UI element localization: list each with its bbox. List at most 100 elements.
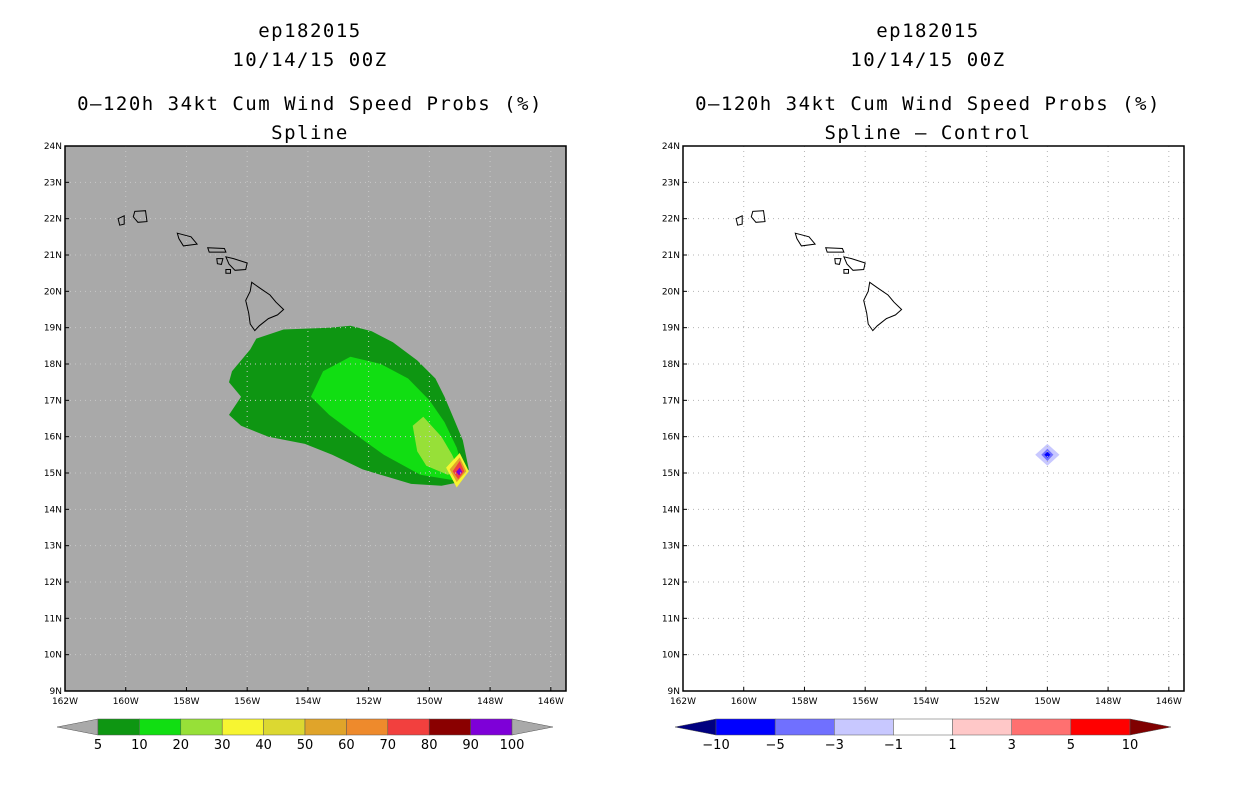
colorbar-box (304, 718, 347, 736)
x-tick-label: 152W (974, 697, 1000, 707)
y-tick-label: 18N (662, 360, 680, 370)
y-tick-label: 17N (662, 396, 680, 406)
colorbar-label: −5 (766, 738, 785, 753)
island-hawaii (245, 281, 285, 332)
colorbar-box (221, 718, 264, 736)
y-tick-label: 18N (44, 360, 62, 370)
colorbar-box (715, 718, 776, 736)
y-tick-label: 16N (44, 433, 62, 443)
spline-colorbar: 5 10 20 30 40 50 60 70 80 90 100 (56, 718, 554, 753)
y-tick-label: 20N (44, 287, 62, 297)
y-tick-label: 10N (662, 651, 680, 661)
island-oahu (794, 232, 817, 247)
colorbar-label: −3 (825, 738, 844, 753)
island-maui (225, 256, 248, 271)
colorbar-box (387, 718, 430, 736)
island-molokai (824, 247, 845, 253)
x-tick-label: 162W (670, 697, 696, 707)
y-tick-label: 13N (44, 542, 62, 552)
island-kauai (132, 210, 148, 223)
island-niihau (735, 215, 743, 226)
y-tick-label: 14N (662, 505, 680, 515)
y-tick-label: 21N (44, 251, 62, 261)
y-tick-label: 15N (44, 469, 62, 479)
y-tick-label: 15N (662, 469, 680, 479)
colorbar-over-triangle (511, 718, 554, 736)
colorbar-box (180, 718, 223, 736)
colorbar-box (952, 718, 1012, 736)
colorbar-box (834, 718, 894, 736)
y-tick-label: 13N (662, 542, 680, 552)
y-tick-label: 19N (44, 324, 62, 334)
island-kauai (750, 210, 766, 223)
right-title-storm: ep182015 (876, 20, 980, 42)
plot-background (683, 146, 1184, 691)
x-tick-label: 146W (538, 697, 564, 707)
colorbar-label: 5 (1067, 738, 1075, 753)
right-title-method: Spline – Control (824, 122, 1032, 144)
colorbar-box (346, 718, 389, 736)
y-tick-label: 11N (662, 614, 680, 624)
island-hawaii (863, 281, 903, 332)
y-tick-label: 19N (662, 324, 680, 334)
y-tick-label: 23N (44, 178, 62, 188)
island-maui (843, 256, 866, 271)
x-tick-label: 148W (477, 697, 503, 707)
colorbar-label: 60 (338, 738, 355, 753)
colorbar-box (1070, 718, 1131, 736)
x-tick-label: 158W (173, 697, 199, 707)
x-tick-label: 160W (113, 697, 139, 707)
colorbar-label: −10 (702, 738, 729, 753)
colorbar-label: 1 (948, 738, 956, 753)
x-tick-label: 154W (913, 697, 939, 707)
difference-map-panel: 162W 160W 158W 156W 154W 152W 150W 148W 146W 9N 10… (662, 142, 1185, 707)
y-tick-label: 12N (44, 578, 62, 588)
colorbar-under-triangle (674, 718, 717, 736)
y-tick-label: 11N (44, 614, 62, 624)
y-tick-label: 20N (662, 287, 680, 297)
colorbar-label: 40 (255, 738, 272, 753)
y-tick-label: 10N (44, 651, 62, 661)
y-tick-label: 22N (662, 215, 680, 225)
island-lanai (834, 258, 842, 265)
plot-frame (64, 145, 567, 692)
right-title-date: 10/14/15 00Z (850, 49, 1006, 71)
colorbar-label: 3 (1008, 738, 1016, 753)
y-tick-label: 24N (44, 142, 62, 152)
colorbar-label: 20 (173, 738, 190, 753)
colorbar-label: 70 (380, 738, 397, 753)
island-kahoolawe (843, 269, 849, 274)
colorbar-box (97, 718, 140, 736)
x-tick-label: 158W (791, 697, 817, 707)
spline-map-panel: 162W 160W 158W 156W 154W 152W 150W 148W 146W 9N 10… (44, 142, 567, 707)
contour-90-100 (456, 467, 463, 476)
colorbar-box (774, 718, 835, 736)
colorbar-over-triangle (1129, 718, 1172, 736)
x-tick-label: 150W (416, 697, 442, 707)
colorbar-under-triangle (56, 718, 99, 736)
y-tick-label: 12N (662, 578, 680, 588)
island-lanai (216, 258, 224, 265)
left-title-storm: ep182015 (258, 20, 362, 42)
y-tick-label: 14N (44, 505, 62, 515)
colorbar-label: 10 (131, 738, 148, 753)
contour--10to-5 (1044, 451, 1051, 458)
right-title-product: 0–120h 34kt Cum Wind Speed Probs (%) (695, 93, 1161, 115)
colorbar-box (1011, 718, 1072, 736)
colorbar-label: 50 (297, 738, 314, 753)
colorbar-label: 5 (94, 738, 102, 753)
x-tick-label: 150W (1034, 697, 1060, 707)
plot-frame (682, 145, 1185, 692)
x-tick-label: 146W (1156, 697, 1182, 707)
x-tick-label: 162W (52, 697, 78, 707)
colorbar-box (428, 718, 471, 736)
colorbar-label: 30 (214, 738, 231, 753)
x-tick-label: 160W (731, 697, 757, 707)
y-tick-label: 24N (662, 142, 680, 152)
colorbar-box (470, 718, 513, 736)
left-title-method: Spline (271, 122, 349, 144)
island-molokai (206, 247, 227, 253)
y-tick-label: 16N (662, 433, 680, 443)
y-tick-label: 21N (662, 251, 680, 261)
